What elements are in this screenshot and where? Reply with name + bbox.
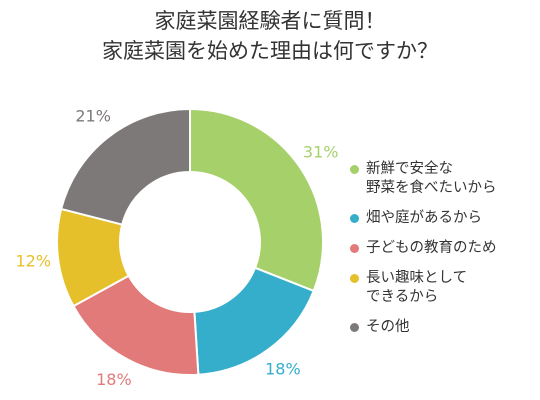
chart-legend: 新鮮で安全な 野菜を食べたいから 畑や庭があるから 子どもの教育のため 長い趣味… [350,160,535,348]
legend-marker [350,323,359,332]
legend-marker [350,244,359,253]
donut-slice [189,107,324,293]
chart-title-line-2: 家庭菜園を始めた理由は何ですか？ [102,39,438,63]
donut-slice [59,107,191,226]
slice-value-label: 31% [303,143,339,162]
legend-marker [350,165,359,174]
legend-label: 子どもの教育のため [366,240,497,256]
slice-value-label: 12% [15,251,51,270]
legend-marker [350,274,359,283]
chart-title: 家庭菜園経験者に質問！ 家庭菜園を始めた理由は何ですか？ [0,6,540,66]
chart-title-line-1: 家庭菜園経験者に質問！ [154,9,386,33]
slice-value-label: 18% [265,359,301,378]
legend-marker [350,214,359,223]
slice-value-label: 21% [75,107,111,126]
legend-item: 畑や庭があるから [350,209,535,228]
legend-item: 新鮮で安全な 野菜を食べたいから [350,160,535,198]
slice-value-label: 18% [96,370,132,389]
legend-item: 子どもの教育のため [350,239,535,258]
legend-label: 畑や庭があるから [366,210,482,226]
legend-label: その他 [366,319,410,335]
legend-label: 長い趣味として できるから [366,270,468,305]
legend-label: 新鮮で安全な 野菜を食べたいから [366,161,497,196]
legend-item: その他 [350,318,535,337]
legend-item: 長い趣味として できるから [350,269,535,307]
